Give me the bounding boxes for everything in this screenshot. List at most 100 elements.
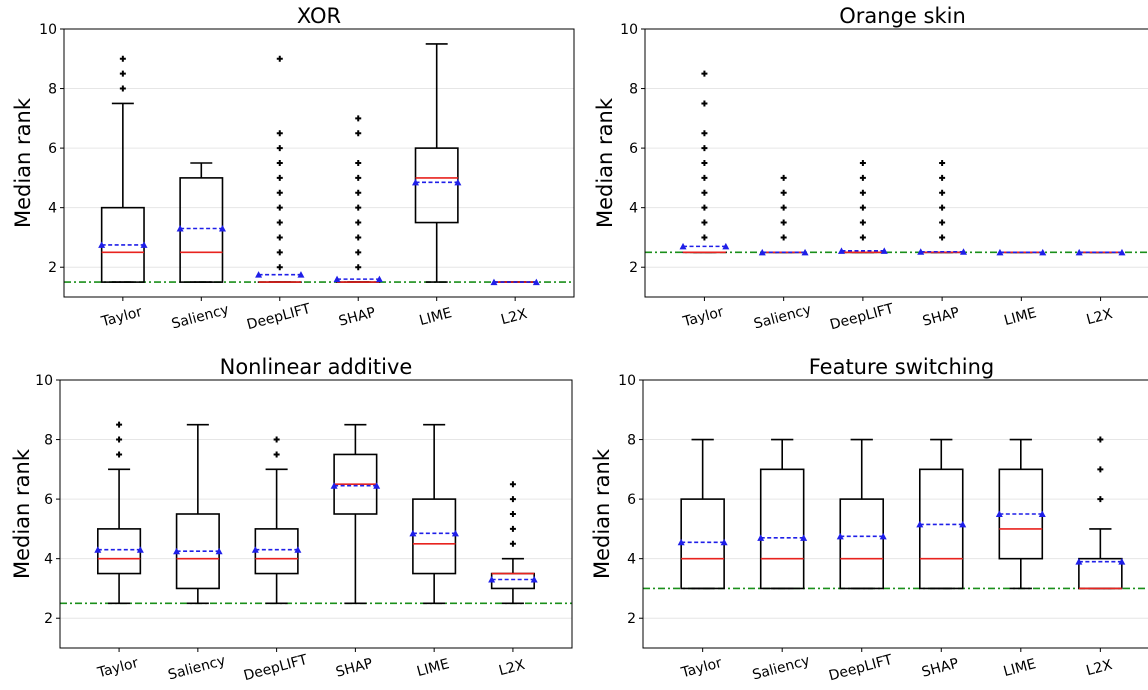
flier-point <box>859 219 866 226</box>
x-tick-label: Taylor <box>679 655 724 681</box>
box-body <box>759 468 805 590</box>
y-tick-label: 6 <box>44 492 53 508</box>
flier-point <box>509 496 516 503</box>
flier-point <box>939 174 946 181</box>
flier-point <box>509 525 516 532</box>
chart-panel-1: 2 4 6 8 10 Taylor Saliency DeepLIFT SHAP LIME L2X X… <box>11 4 575 333</box>
axes-frame <box>59 379 573 649</box>
x-tick-label: Taylor <box>680 304 725 330</box>
flier-point <box>701 234 708 241</box>
flier-point <box>355 234 362 241</box>
y-tick-label: 10 <box>618 373 636 389</box>
mean-marker <box>995 510 1003 517</box>
mean-marker <box>140 241 148 248</box>
mean-marker <box>454 178 462 186</box>
box-body <box>918 468 964 590</box>
flier-point <box>116 421 123 428</box>
flier-point <box>780 174 787 181</box>
mean-marker <box>960 248 968 255</box>
x-tick-label: Saliency <box>170 302 231 333</box>
y-tick-label: 4 <box>629 201 638 217</box>
flier-point <box>701 189 708 196</box>
box-body <box>179 177 224 283</box>
flier-point <box>939 234 946 241</box>
flier-point <box>1097 466 1104 473</box>
flier-point <box>780 189 787 196</box>
box-lime <box>995 438 1046 590</box>
box-shap <box>917 160 968 255</box>
y-tick-label: 8 <box>629 82 638 98</box>
box-lime <box>412 43 462 283</box>
flier-point <box>276 130 283 137</box>
y-axis-label: Median rank <box>10 448 34 579</box>
mean-marker <box>373 482 381 489</box>
box-saliency <box>758 174 809 256</box>
box-taylor <box>98 55 148 283</box>
axes-frame <box>63 28 575 298</box>
box-shap <box>330 423 381 605</box>
mean-marker <box>488 576 496 583</box>
flier-point <box>701 174 708 181</box>
y-tick-label: 2 <box>629 260 638 276</box>
flier-point <box>701 219 708 226</box>
mean-marker <box>294 546 302 553</box>
flier-point <box>119 55 126 62</box>
x-tick-label: DeepLIFT <box>245 301 313 333</box>
flier-point <box>273 451 280 458</box>
box-deeplift <box>255 55 305 283</box>
chart-title: Orange skin <box>839 4 966 28</box>
x-tick-label: SHAP <box>334 656 374 681</box>
flier-point <box>859 234 866 241</box>
x-tick-label: LIME <box>418 305 454 329</box>
y-tick-label: 8 <box>44 433 53 449</box>
flier-point <box>276 249 283 256</box>
flier-point <box>859 204 866 211</box>
box-lime <box>409 423 459 605</box>
mean-marker <box>218 225 226 232</box>
flier-point <box>701 160 708 166</box>
flier-point <box>1097 496 1104 503</box>
y-tick-label: 6 <box>627 492 636 508</box>
box-body <box>412 498 457 575</box>
y-tick-label: 2 <box>48 260 57 276</box>
chart-panel-4: 2 4 6 8 10 Taylor Saliency DeepLIFT SHAP LIME L2X F… <box>590 355 1148 684</box>
mean-marker <box>530 576 538 583</box>
flier-point <box>355 160 362 166</box>
mean-marker <box>722 242 730 250</box>
flier-point <box>355 130 362 137</box>
flier-point <box>276 234 283 241</box>
box-deeplift <box>251 436 302 605</box>
box-taylor <box>94 421 144 605</box>
mean-marker <box>330 482 338 489</box>
mean-marker <box>136 546 144 553</box>
mean-marker <box>409 529 417 537</box>
flier-point <box>509 540 516 547</box>
mean-marker <box>176 225 184 232</box>
x-tick-label: L2X <box>1085 657 1115 679</box>
x-tick-label: L2X <box>1085 306 1115 328</box>
mean-marker <box>800 534 808 541</box>
y-axis-label: Median rank <box>11 97 35 228</box>
flier-point <box>276 55 283 62</box>
mean-marker <box>1075 558 1083 565</box>
flier-point <box>355 189 362 196</box>
x-tick-label: SHAP <box>337 305 377 330</box>
flier-point <box>119 70 126 77</box>
axes-frame <box>644 28 1148 298</box>
x-tick-label: Saliency <box>751 653 812 684</box>
flier-point <box>276 204 283 211</box>
flier-point <box>859 174 866 181</box>
y-tick-label: 2 <box>44 611 53 627</box>
mean-marker <box>1118 248 1126 256</box>
flier-point <box>355 249 362 256</box>
y-tick-label: 4 <box>44 552 53 568</box>
mean-marker <box>1038 510 1046 517</box>
box-saliency <box>757 438 808 590</box>
mean-marker <box>333 275 341 283</box>
flier-point <box>116 436 123 443</box>
mean-marker <box>255 271 263 278</box>
flier-point <box>116 451 123 458</box>
axes-frame <box>642 379 1148 649</box>
y-axis-label: Median rank <box>593 97 617 228</box>
